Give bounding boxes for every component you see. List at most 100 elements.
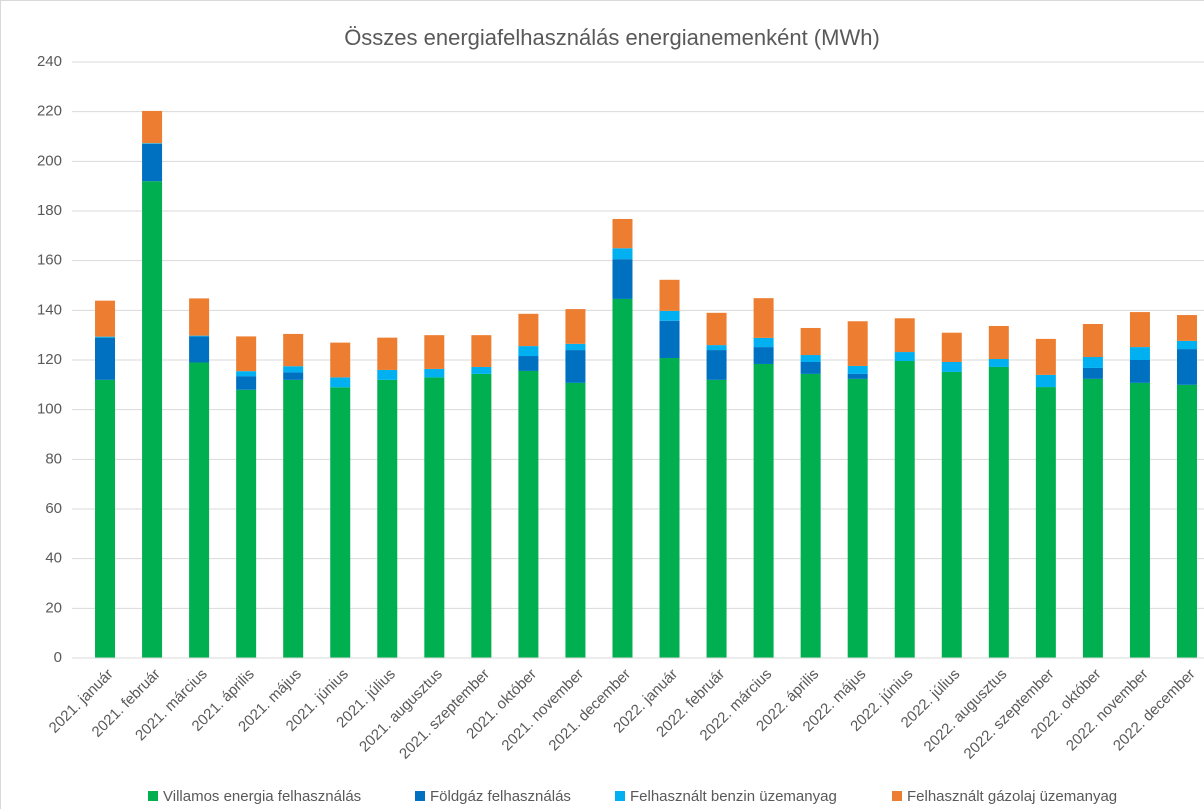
bar-segment [377, 379, 398, 658]
bar-segment [471, 366, 492, 374]
bar-segment [95, 337, 116, 380]
legend-label: Felhasznált gázolaj üzemanyag [907, 788, 1117, 805]
bar-segment [800, 327, 821, 356]
bar-segment [471, 373, 492, 658]
bar-segment [330, 342, 351, 378]
legend-swatch [415, 791, 425, 801]
y-tick-label: 40 [45, 550, 62, 567]
bar-segment [283, 372, 304, 380]
bar-segment [659, 358, 680, 658]
bar-segment [142, 143, 163, 182]
bar-segment [800, 373, 821, 658]
bar-segment [236, 371, 257, 377]
bar-segment [753, 363, 774, 658]
bar-segment [1176, 315, 1197, 341]
bar-segment [894, 318, 915, 353]
bar-segment [283, 366, 304, 373]
bar-segment [753, 337, 774, 348]
bar-segment [1129, 360, 1150, 383]
bar-segment [142, 143, 163, 144]
bar-segment [330, 377, 351, 388]
bar-segment [424, 377, 445, 658]
bar-segment [847, 378, 868, 658]
bar-segment [518, 370, 539, 658]
bar-segment [612, 218, 633, 249]
y-tick-label: 160 [37, 252, 62, 269]
bar-segment [659, 320, 680, 359]
y-tick-label: 240 [37, 53, 62, 70]
bar-segment [941, 371, 962, 658]
bar-segment [1176, 349, 1197, 385]
bar-segment [518, 313, 539, 347]
bar-segment [189, 298, 210, 336]
bar-segment [95, 300, 116, 337]
bar-segment [142, 181, 163, 658]
bar-segment [236, 336, 257, 372]
bar-segment [189, 336, 210, 363]
legend-label: Földgáz felhasználás [430, 788, 571, 805]
bar-segment [659, 310, 680, 321]
legend-swatch [615, 791, 625, 801]
bar-segment [847, 365, 868, 374]
bar-segment [424, 368, 445, 378]
chart-title: Összes energiafelhasználás energianemenk… [344, 25, 880, 50]
bar-segment [1082, 367, 1103, 379]
bar-segment [471, 335, 492, 367]
bar-segment [988, 359, 1009, 367]
bar-segment [988, 325, 1009, 360]
bar-segment [706, 312, 727, 346]
bar-segment [753, 347, 774, 364]
legend-swatch [148, 791, 158, 801]
y-tick-label: 220 [37, 103, 62, 120]
y-tick-label: 0 [54, 649, 62, 666]
legend-swatch [892, 791, 902, 801]
bar-segment [847, 373, 868, 379]
y-tick-label: 20 [45, 599, 62, 616]
bar-segment [1035, 387, 1056, 658]
bar-segment [283, 333, 304, 367]
bar-segment [706, 345, 727, 351]
bar-segment [565, 309, 586, 344]
bar-segment [706, 350, 727, 380]
bar-segment [189, 335, 210, 337]
bar-segment [1035, 374, 1056, 388]
legend-label: Villamos energia felhasználás [163, 788, 361, 805]
bar-segment [283, 379, 304, 658]
legend-label: Felhasznált benzin üzemanyag [630, 788, 837, 805]
bar-segment [1176, 340, 1197, 350]
bar-segment [612, 259, 633, 299]
bar-segment [800, 361, 821, 374]
bar-segment [518, 346, 539, 357]
bar-segment [612, 248, 633, 260]
bar-segment [565, 350, 586, 383]
bar-segment [706, 379, 727, 658]
bar-segment [377, 369, 398, 380]
bar-segment [1129, 347, 1150, 360]
bar-segment [1176, 384, 1197, 658]
bar-segment [142, 110, 163, 144]
bar-segment [565, 382, 586, 658]
bar-segment [1082, 357, 1103, 368]
y-tick-label: 180 [37, 202, 62, 219]
bar-segment [1082, 323, 1103, 358]
bar-segment [95, 379, 116, 658]
bar-segment [424, 335, 445, 369]
y-tick-label: 80 [45, 450, 62, 467]
bar-segment [894, 360, 915, 658]
bar-segment [753, 298, 774, 338]
bar-segment [330, 387, 351, 658]
bar-segment [612, 298, 633, 658]
bar-segment [894, 352, 915, 361]
bar-segment [988, 366, 1009, 658]
bar-segment [1035, 338, 1056, 375]
bar-segment [941, 332, 962, 362]
y-tick-label: 60 [45, 500, 62, 517]
y-tick-label: 120 [37, 351, 62, 368]
bar-segment [941, 361, 962, 372]
bar-segment [1082, 378, 1103, 658]
bar-segment [800, 355, 821, 362]
bar-segment [377, 337, 398, 370]
bar-segment [236, 389, 257, 658]
y-tick-label: 100 [37, 401, 62, 418]
